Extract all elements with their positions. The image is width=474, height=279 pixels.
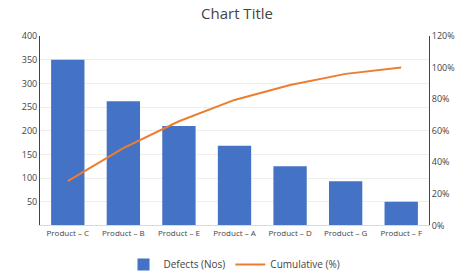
svg-text:Product – G: Product – G — [324, 227, 368, 238]
svg-text:80%: 80% — [432, 92, 450, 105]
svg-text:300: 300 — [22, 77, 37, 90]
svg-text:100: 100 — [22, 171, 37, 184]
svg-text:Chart Title: Chart Title — [201, 3, 273, 23]
svg-text:20%: 20% — [432, 187, 450, 200]
svg-text:200: 200 — [22, 124, 37, 137]
svg-text:Product – B: Product – B — [102, 227, 145, 238]
svg-text:50: 50 — [27, 195, 37, 208]
svg-text:40%: 40% — [432, 155, 450, 168]
svg-text:Product – A: Product – A — [213, 227, 257, 238]
svg-text:Product – D: Product – D — [268, 227, 312, 238]
svg-text:Product – F: Product – F — [380, 227, 422, 238]
svg-text:Defects (Nos): Defects (Nos) — [164, 257, 226, 271]
svg-text:Product – E: Product – E — [158, 227, 200, 238]
svg-text:100%: 100% — [432, 61, 455, 74]
svg-text:Cumulative (%): Cumulative (%) — [270, 257, 339, 271]
svg-text:350: 350 — [22, 53, 37, 66]
svg-text:400: 400 — [22, 29, 37, 42]
svg-text:250: 250 — [22, 100, 37, 113]
svg-text:0%: 0% — [432, 219, 445, 232]
svg-text:150: 150 — [22, 148, 37, 161]
svg-text:60%: 60% — [432, 124, 450, 137]
svg-text:Product – C: Product – C — [47, 227, 90, 238]
svg-text:120%: 120% — [432, 29, 455, 42]
